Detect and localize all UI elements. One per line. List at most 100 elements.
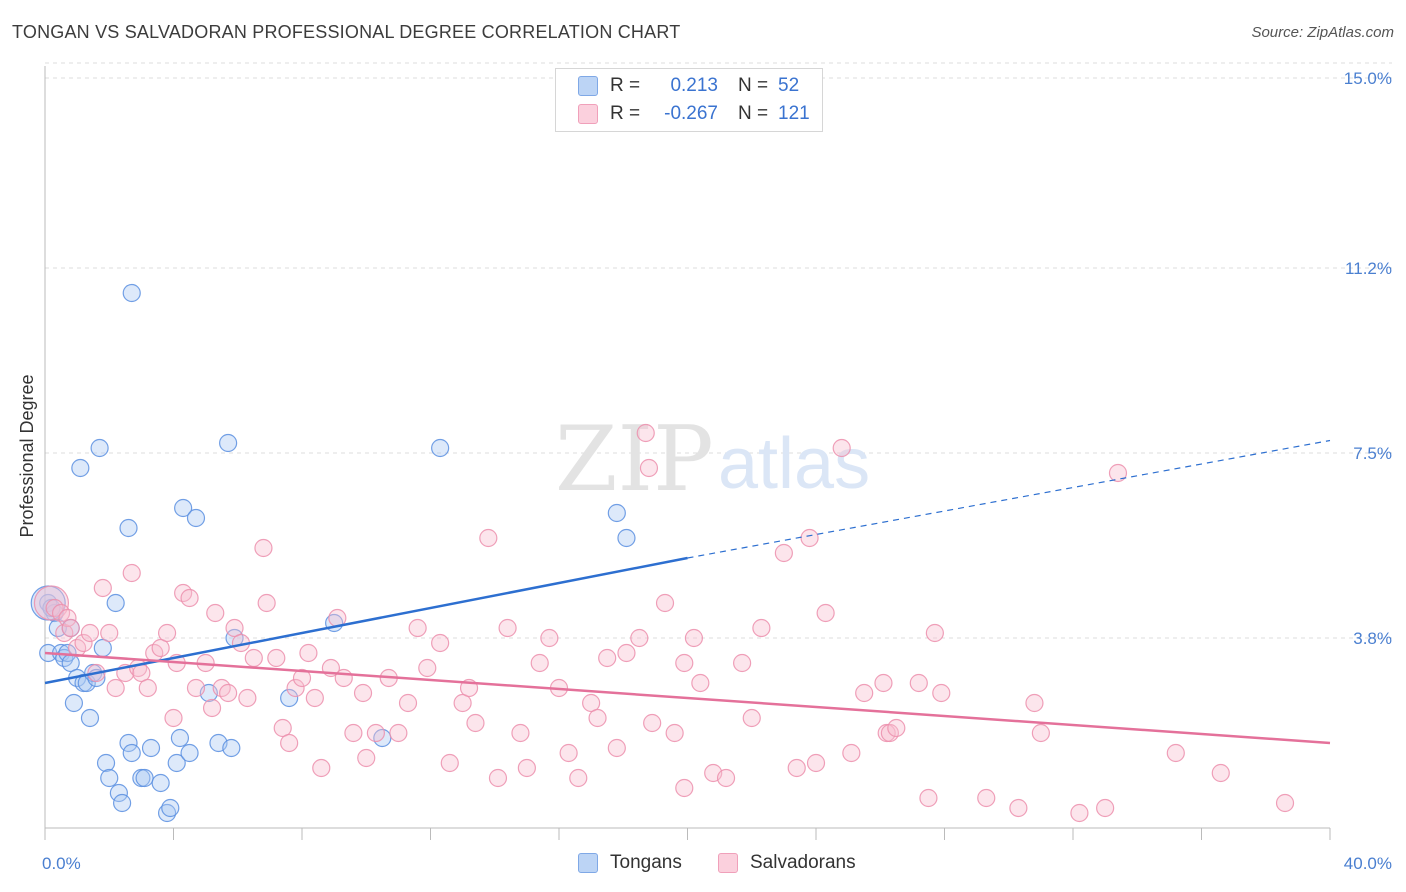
- salvadoran-point: [643, 713, 662, 733]
- salvadoran-point: [1108, 463, 1128, 483]
- watermark: ZIP atlas: [555, 407, 870, 512]
- salvadoran-point: [122, 563, 141, 583]
- bottom-swatch-tongans: [578, 853, 598, 873]
- salvadoran-point: [180, 588, 199, 608]
- salvadoran-point: [559, 743, 578, 763]
- salvadoran-point: [716, 768, 736, 788]
- salvadoran-point: [675, 778, 694, 798]
- tongan-point: [71, 458, 90, 478]
- salvadoran-trend-line: [44, 651, 1331, 745]
- salvadoran-point: [273, 718, 292, 738]
- salvadoran-point: [58, 608, 77, 628]
- legend-r-label: R =: [610, 75, 641, 96]
- legend-swatch-salvadorans: [578, 104, 598, 124]
- salvadoran-point: [691, 673, 710, 693]
- salvadoran-point: [202, 698, 222, 718]
- salvadoran-point: [607, 738, 626, 758]
- y-tick-label: 15.0%: [1344, 69, 1392, 88]
- salvadoran-point: [842, 743, 861, 763]
- salvadoran-point: [639, 458, 659, 478]
- salvadoran-point: [106, 678, 125, 698]
- salvadoran-point: [254, 538, 273, 558]
- salvadoran-point: [855, 683, 874, 703]
- y-tick-label: 3.8%: [1353, 629, 1392, 648]
- salvadoran-point: [752, 618, 771, 638]
- tongan-trend-line: [44, 556, 688, 685]
- salvadoran-point: [334, 668, 353, 688]
- salvadoran-point: [733, 653, 752, 673]
- series-tongans: [30, 283, 636, 823]
- salvadoran-point: [1211, 763, 1230, 783]
- legend-r-value: -0.267: [664, 103, 718, 124]
- salvadoran-point: [665, 723, 684, 743]
- watermark-zip: ZIP: [555, 407, 714, 512]
- bottom-legend-label: Tongans: [610, 852, 682, 873]
- salvadoran-point: [219, 683, 238, 703]
- salvadoran-point: [816, 603, 835, 623]
- legend-r-label: R =: [610, 103, 641, 124]
- salvadoran-point: [598, 648, 617, 668]
- salvadoran-point: [151, 638, 170, 658]
- salvadoran-point: [530, 653, 549, 673]
- tongan-point: [617, 528, 636, 548]
- salvadoran-point: [353, 683, 373, 703]
- salvadoran-point: [636, 423, 655, 443]
- salvadoran-point: [684, 628, 704, 648]
- salvadoran-point: [418, 658, 437, 678]
- salvadoran-point: [977, 788, 996, 808]
- salvadoran-point: [157, 623, 177, 643]
- tongan-point: [607, 503, 626, 523]
- tongan-point: [135, 768, 154, 788]
- salvadoran-point: [1096, 798, 1115, 818]
- tongan-point: [180, 743, 199, 763]
- tongan-point: [157, 803, 177, 823]
- salvadoran-point: [238, 688, 257, 708]
- salvadoran-point: [225, 618, 244, 638]
- salvadoran-point: [540, 628, 559, 648]
- salvadoran-point: [431, 633, 450, 653]
- salvadoran-point: [1031, 723, 1050, 743]
- tongan-point: [100, 768, 119, 788]
- source-label: Source: ZipAtlas.com: [1251, 24, 1394, 41]
- salvadoran-point: [206, 603, 225, 623]
- salvadoran-point: [398, 693, 418, 713]
- legend-n-label: N =: [738, 75, 769, 96]
- bottom-swatch-salvadorans: [718, 853, 738, 873]
- legend-n-value: 52: [778, 75, 800, 96]
- salvadoran-point: [305, 688, 324, 708]
- legend-swatch-tongans: [578, 76, 598, 96]
- salvadoran-point: [919, 788, 938, 808]
- salvadoran-point: [887, 718, 906, 738]
- legend-r-value: 0.213: [670, 75, 718, 96]
- bottom-legend-tongans: Tongans: [578, 852, 682, 874]
- tongan-point: [64, 693, 84, 713]
- salvadoran-point: [100, 623, 119, 643]
- tongan-trend-extension: [687, 439, 1331, 559]
- salvadoran-point: [630, 628, 649, 648]
- y-tick-label: 7.5%: [1353, 444, 1392, 463]
- salvadoran-point: [909, 673, 928, 693]
- tongan-point: [222, 738, 241, 758]
- tongan-point: [119, 518, 138, 538]
- salvadoran-point: [874, 673, 893, 693]
- salvadoran-point: [832, 438, 851, 458]
- salvadoran-point: [466, 713, 485, 733]
- axes: [44, 66, 1331, 840]
- salvadoran-point: [286, 678, 305, 698]
- salvadoran-point: [292, 668, 312, 688]
- salvadoran-point: [257, 593, 276, 613]
- salvadoran-point: [33, 585, 70, 621]
- gridlines: [45, 62, 1392, 639]
- tongan-point: [431, 438, 450, 458]
- salvadoran-point: [440, 753, 459, 773]
- salvadoran-point: [186, 678, 206, 698]
- salvadoran-point: [517, 758, 536, 778]
- chart-title: TONGAN VS SALVADORAN PROFESSIONAL DEGREE…: [12, 22, 681, 42]
- tongan-point: [161, 798, 180, 818]
- salvadoran-point: [787, 758, 806, 778]
- stats-legend: R = 0.213 N = 52 R = -0.267 N = 121: [555, 68, 823, 132]
- salvadoran-point: [80, 623, 100, 643]
- tongan-point: [280, 688, 299, 708]
- salvadoran-point: [164, 708, 183, 728]
